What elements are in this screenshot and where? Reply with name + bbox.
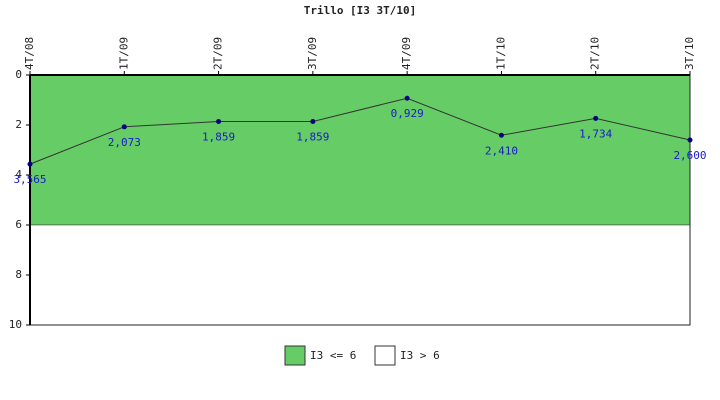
value-label: 0,929 — [391, 107, 424, 120]
value-label: 2,600 — [673, 149, 706, 162]
chart-title: Trillo [I3 3T/10] — [304, 4, 417, 17]
x-tick-label: 2T/09 — [212, 37, 225, 70]
point — [121, 124, 127, 130]
x-tick-label: 2T/10 — [589, 37, 602, 70]
y-tick-label: 2 — [15, 118, 22, 131]
x-tick-label: 1T/10 — [494, 37, 507, 70]
y-tick-label: 0 — [15, 68, 22, 81]
value-label: 1,734 — [579, 127, 612, 140]
value-label: 1,859 — [296, 130, 329, 143]
point — [687, 137, 693, 143]
series-line — [29, 97, 691, 165]
value-label: 3,565 — [13, 173, 46, 186]
value-label: 2,073 — [108, 136, 141, 149]
y-tick-label: 8 — [15, 268, 22, 281]
x-tick-label: 1T/09 — [117, 37, 130, 70]
value-label: 2,410 — [485, 144, 518, 157]
value-label: 1,859 — [202, 130, 235, 143]
x-tick-label: 3T/10 — [683, 37, 696, 70]
legend-swatch — [374, 345, 396, 366]
legend-swatch — [284, 345, 306, 366]
band — [29, 224, 691, 326]
y-tick-label: 6 — [15, 218, 22, 231]
point — [498, 132, 504, 138]
y-tick-label: 10 — [9, 318, 22, 331]
x-tick-label: 4T/09 — [400, 37, 413, 70]
x-tick-label: 4T/08 — [23, 37, 36, 70]
x-tick-label: 3T/09 — [306, 37, 319, 70]
point — [593, 115, 599, 121]
point — [310, 118, 316, 124]
point — [27, 161, 33, 167]
point — [404, 95, 410, 101]
legend-label: I3 > 6 — [400, 349, 440, 362]
y-tick-label: 4 — [15, 168, 22, 181]
band — [29, 74, 691, 226]
legend-label: I3 <= 6 — [310, 349, 356, 362]
point — [216, 118, 222, 124]
